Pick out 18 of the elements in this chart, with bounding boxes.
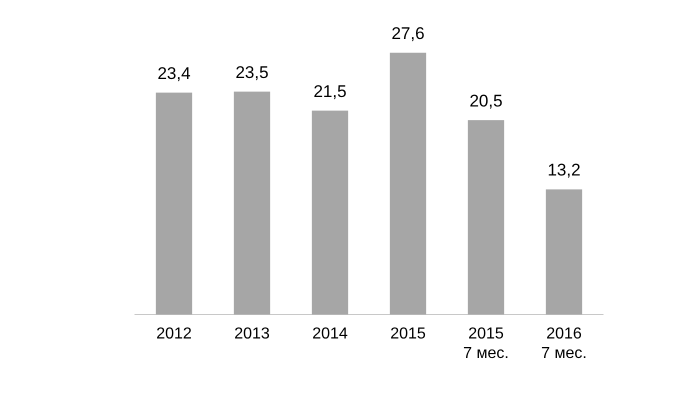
bar bbox=[546, 189, 582, 315]
bar bbox=[234, 92, 270, 315]
data-label: 23,5 bbox=[235, 62, 269, 82]
bar bbox=[312, 110, 348, 315]
x-tick-label: 2016 7 мес. bbox=[541, 326, 587, 362]
data-label: 27,6 bbox=[391, 24, 425, 43]
x-tick-label: 2013 bbox=[234, 326, 270, 343]
x-tick-label: 2015 7 мес. bbox=[463, 326, 509, 362]
x-tick-label: 2012 bbox=[156, 326, 192, 343]
data-label: 20,5 bbox=[469, 91, 503, 110]
bar bbox=[156, 92, 192, 315]
x-tick-label: 2015 bbox=[390, 326, 426, 343]
data-label: 13,2 bbox=[547, 160, 581, 180]
bar bbox=[390, 52, 426, 315]
x-tick-label: 2014 bbox=[312, 326, 348, 343]
bar bbox=[468, 120, 504, 315]
data-label: 23,4 bbox=[157, 64, 191, 83]
data-label: 21,5 bbox=[313, 82, 347, 101]
